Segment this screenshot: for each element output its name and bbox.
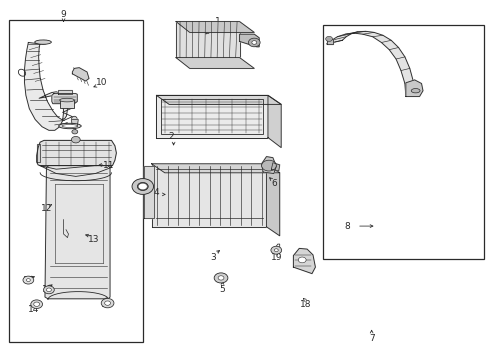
Polygon shape bbox=[266, 164, 279, 236]
Text: 9: 9 bbox=[61, 10, 66, 19]
Circle shape bbox=[101, 298, 114, 308]
Text: 1: 1 bbox=[214, 17, 220, 26]
Text: 15: 15 bbox=[42, 285, 54, 294]
Polygon shape bbox=[52, 94, 77, 104]
Ellipse shape bbox=[59, 123, 81, 129]
Polygon shape bbox=[144, 166, 154, 218]
Circle shape bbox=[137, 183, 148, 190]
Circle shape bbox=[261, 160, 276, 171]
Polygon shape bbox=[261, 157, 276, 174]
Text: 18: 18 bbox=[299, 300, 311, 309]
Circle shape bbox=[325, 36, 332, 41]
Text: 13: 13 bbox=[88, 235, 100, 244]
Circle shape bbox=[132, 179, 153, 194]
Text: 17: 17 bbox=[22, 276, 34, 285]
Circle shape bbox=[72, 130, 78, 134]
Polygon shape bbox=[24, 40, 67, 130]
Polygon shape bbox=[176, 58, 254, 68]
Polygon shape bbox=[151, 164, 279, 173]
Circle shape bbox=[251, 41, 256, 44]
Circle shape bbox=[43, 286, 54, 294]
Polygon shape bbox=[326, 39, 332, 44]
Circle shape bbox=[218, 276, 224, 280]
Polygon shape bbox=[40, 166, 111, 176]
Text: 7: 7 bbox=[368, 334, 374, 343]
Ellipse shape bbox=[410, 89, 419, 93]
Polygon shape bbox=[156, 95, 267, 138]
Text: 19: 19 bbox=[270, 253, 282, 262]
Text: 16: 16 bbox=[101, 300, 112, 309]
Circle shape bbox=[274, 249, 278, 252]
Text: 6: 6 bbox=[270, 179, 276, 188]
Ellipse shape bbox=[60, 98, 74, 102]
Bar bbox=[161, 99, 263, 134]
Polygon shape bbox=[37, 144, 40, 162]
Circle shape bbox=[71, 136, 80, 143]
Polygon shape bbox=[151, 164, 266, 227]
Text: 12: 12 bbox=[41, 204, 52, 213]
Polygon shape bbox=[176, 22, 239, 58]
Text: 3: 3 bbox=[209, 253, 215, 262]
Circle shape bbox=[248, 38, 260, 47]
Polygon shape bbox=[72, 68, 89, 81]
Text: 14: 14 bbox=[27, 305, 39, 314]
Polygon shape bbox=[37, 140, 116, 166]
Polygon shape bbox=[58, 90, 72, 94]
Bar bbox=[9, 20, 143, 342]
Text: 5: 5 bbox=[219, 285, 225, 294]
Circle shape bbox=[104, 301, 110, 305]
Polygon shape bbox=[405, 80, 422, 96]
Circle shape bbox=[270, 246, 281, 254]
Text: 2: 2 bbox=[168, 132, 174, 141]
Circle shape bbox=[23, 276, 34, 284]
Circle shape bbox=[214, 273, 227, 283]
Polygon shape bbox=[71, 120, 78, 127]
Circle shape bbox=[26, 279, 30, 282]
Polygon shape bbox=[271, 163, 279, 171]
Circle shape bbox=[46, 288, 51, 292]
Text: 10: 10 bbox=[96, 78, 107, 87]
Text: 4: 4 bbox=[153, 188, 159, 197]
Polygon shape bbox=[176, 22, 254, 32]
Circle shape bbox=[31, 300, 42, 309]
Ellipse shape bbox=[35, 40, 51, 44]
Ellipse shape bbox=[62, 125, 78, 127]
Text: 8: 8 bbox=[344, 222, 349, 231]
Polygon shape bbox=[293, 248, 315, 274]
Polygon shape bbox=[326, 31, 414, 96]
Bar bbox=[60, 100, 74, 108]
Polygon shape bbox=[45, 166, 110, 299]
Ellipse shape bbox=[71, 116, 77, 123]
Circle shape bbox=[34, 302, 40, 306]
Text: 11: 11 bbox=[102, 161, 114, 170]
Polygon shape bbox=[239, 34, 259, 47]
Polygon shape bbox=[156, 95, 281, 104]
Bar bbox=[322, 25, 483, 259]
Polygon shape bbox=[267, 95, 281, 148]
Circle shape bbox=[298, 257, 305, 263]
